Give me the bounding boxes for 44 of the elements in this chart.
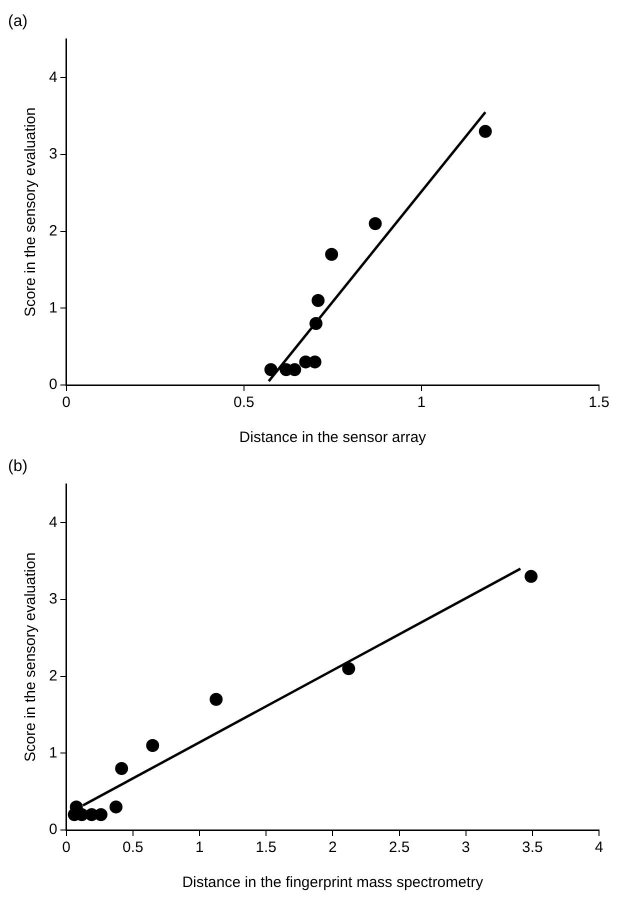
point [342,662,356,676]
x-tick-label: 3 [462,839,470,856]
x-tick-label: 0.5 [122,839,144,856]
x-tick-label: 0 [62,394,71,412]
x-tick-label: 0.5 [233,394,254,412]
point [115,762,128,776]
point [288,363,302,376]
x-tick-label: 1.5 [256,839,277,856]
y-tick-label: 3 [49,146,58,163]
x-tick-label: 1 [417,394,426,412]
point [325,248,338,261]
x-axis-title: Distance in the sensor array [239,429,427,446]
point [308,355,322,368]
x-tick-label: 2.5 [388,839,410,856]
point [264,363,278,376]
point [309,317,322,330]
x-tick-label: 3.5 [522,839,543,856]
y-axis-title: Score in the sensory evaluation [22,107,40,317]
x-axis-title: Distance in the fingerprint mass spectrometry [182,874,484,892]
point [368,217,382,230]
y-tick-label: 4 [49,514,58,531]
x-tick-label: 4 [594,839,604,856]
x-tick-label: 1 [195,839,204,856]
y-axis-title: Score in the sensory evaluation [22,552,40,762]
point [146,738,160,752]
chart-title: (a) [8,13,28,30]
y-tick-label: 0 [49,376,58,394]
y-tick-label: 1 [49,299,58,316]
x-tick-label: 1.5 [588,394,610,412]
y-tick-label: 0 [49,821,58,838]
point [94,808,108,822]
chart-title: (b) [8,458,28,476]
point [312,294,325,307]
point [110,800,123,814]
point [524,570,538,583]
y-tick-label: 2 [49,222,58,240]
y-tick-label: 2 [49,667,58,684]
y-tick-label: 4 [49,68,58,86]
x-tick-label: 2 [328,839,337,856]
point [478,124,492,138]
y-tick-label: 1 [49,744,58,762]
x-tick-label: 0 [62,839,71,856]
point [210,692,223,706]
y-tick-label: 3 [49,590,58,608]
